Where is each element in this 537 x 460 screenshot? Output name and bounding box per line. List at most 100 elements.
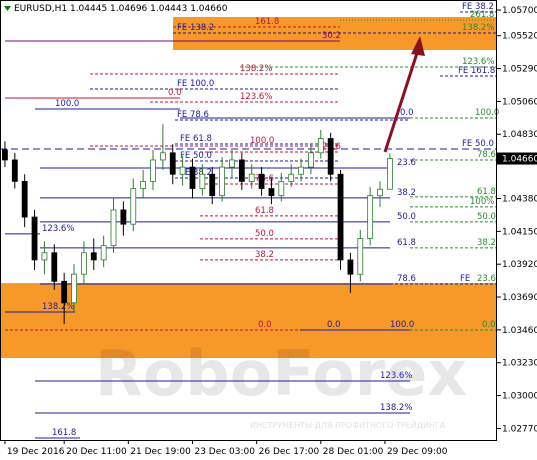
fib-label: 38.2 [397, 188, 416, 198]
y-tick-label: 1.05060 [502, 97, 537, 107]
x-tick-label: 29 Dec 09:00 [387, 447, 448, 457]
watermark: RoboForex [95, 337, 467, 410]
fib-label: 123.6% [462, 57, 494, 67]
fib-label: FE 38.2 [180, 168, 212, 178]
x-tick-label: 19 Dec 2016 [7, 447, 65, 457]
candle-body [238, 159, 245, 182]
fib-label: 50.0 [397, 212, 416, 222]
candle-body [71, 273, 77, 304]
candle-body [31, 216, 38, 261]
fib-label: 161.8 [52, 428, 76, 438]
fib-label: 61.8 [255, 206, 274, 216]
fib-label: 61.8 [477, 187, 496, 197]
candle-body [367, 195, 374, 239]
last-price-label: 1.04660 [502, 155, 537, 165]
plot-area: RoboForex ИНСТРУМЕНТЫ ДЛЯ ПРОФИТНОГО ТРЕЙ… [0, 2, 499, 439]
y-tick-label: 1.05290 [502, 65, 537, 75]
arrow-head [411, 36, 425, 56]
fib-label: 38.2 [255, 250, 274, 260]
y-tick-label: 1.04830 [502, 130, 537, 140]
fib-zone [0, 283, 497, 359]
fib-label: FE 100.0 [177, 79, 214, 89]
fib-label: 123.6% [380, 371, 412, 381]
fib-label: FE 50.0 [462, 139, 494, 149]
fib-label: 100.0 [390, 320, 414, 330]
trend-arrow [383, 49, 420, 153]
y-tick-label: 1.04150 [502, 227, 537, 237]
candle-body [387, 158, 393, 190]
y-tick-label: 1.04380 [502, 195, 537, 205]
y-tick-label: 1.05520 [502, 32, 537, 42]
fib-label: 123.6% [240, 92, 272, 102]
fib-label: 78.6 [397, 274, 416, 284]
candle-body [100, 245, 107, 261]
x-tick-label: 23 Dec 03:00 [194, 447, 255, 457]
candle-body [2, 149, 8, 161]
plot-border [0, 0, 497, 441]
candle-body [209, 173, 216, 197]
candle-body [288, 173, 295, 182]
candle-body [268, 188, 275, 197]
fib-label: 100% [470, 197, 494, 207]
candle-body [229, 159, 235, 168]
candle-body [298, 166, 304, 175]
fib-label: 0.0 [327, 320, 341, 330]
candle-body [179, 166, 186, 175]
fib-label: 0.0 [400, 108, 414, 118]
fib-label: 138.2% [462, 23, 494, 33]
fib-label: FE 138.2 [177, 23, 214, 33]
fib-label: 261.8 [470, 10, 494, 20]
candle-body [258, 173, 265, 189]
candle-body [41, 252, 48, 261]
fib-label: 100.0 [55, 99, 79, 109]
candle-body [140, 180, 147, 189]
y-tick-label: 1.05700 [502, 6, 537, 16]
x-tick-label: 20 Dec 11:00 [66, 447, 127, 457]
candle-body [11, 159, 18, 182]
candle-body [21, 180, 28, 218]
fib-label: 30.2 [322, 31, 341, 41]
fib-label: 138.2% [240, 64, 272, 74]
candle-body [377, 188, 383, 197]
fib-label: 38.2 [477, 238, 496, 248]
y-tick-label: 1.03690 [502, 293, 537, 303]
fib-label: 0.0 [168, 88, 182, 98]
candle-body [61, 280, 68, 304]
title-icon [4, 6, 11, 11]
x-tick-label: 26 Dec 17:00 [259, 447, 320, 457]
fib-label: 0.0 [482, 320, 496, 330]
candle-body [169, 152, 176, 175]
fib-label: FE 78.6 [177, 110, 209, 120]
fib-label: 138.2% [380, 403, 412, 413]
candle-body [357, 238, 364, 275]
x-tick-label: 28 Dec 01:00 [323, 447, 384, 457]
candle-body [189, 166, 196, 189]
candle-body [248, 173, 255, 182]
fib-label: 50.0 [255, 229, 274, 239]
chart-title: EURUSD,H1 1.04445 1.04696 1.04443 1.0466… [14, 4, 228, 14]
fib-label: 50.0 [477, 212, 496, 222]
candle-body [199, 173, 206, 189]
candle-body [150, 159, 156, 182]
y-tick-label: 1.02770 [502, 424, 537, 434]
fib-label: FE 161.8 [458, 66, 495, 76]
candle-body [317, 138, 324, 154]
candle-body [51, 252, 58, 282]
fib-label: 23.6 [477, 274, 496, 284]
candle-body [159, 152, 166, 161]
fib-label: 123.6% [42, 224, 74, 234]
fib-label: 100.0 [250, 136, 274, 146]
fib-label: FE 38.2 [462, 2, 494, 12]
candle-body [130, 188, 137, 225]
fib-label: 61.8 [397, 238, 416, 248]
candle-body [90, 252, 97, 261]
fib-label: FE 61.8 [180, 134, 212, 144]
fib-label: 138.2% [42, 302, 74, 312]
candle-body [120, 209, 127, 225]
candle-body [337, 173, 344, 261]
fib-label: FE [460, 274, 470, 284]
candle-body [327, 138, 334, 175]
y-tick-label: 1.03230 [502, 359, 537, 369]
